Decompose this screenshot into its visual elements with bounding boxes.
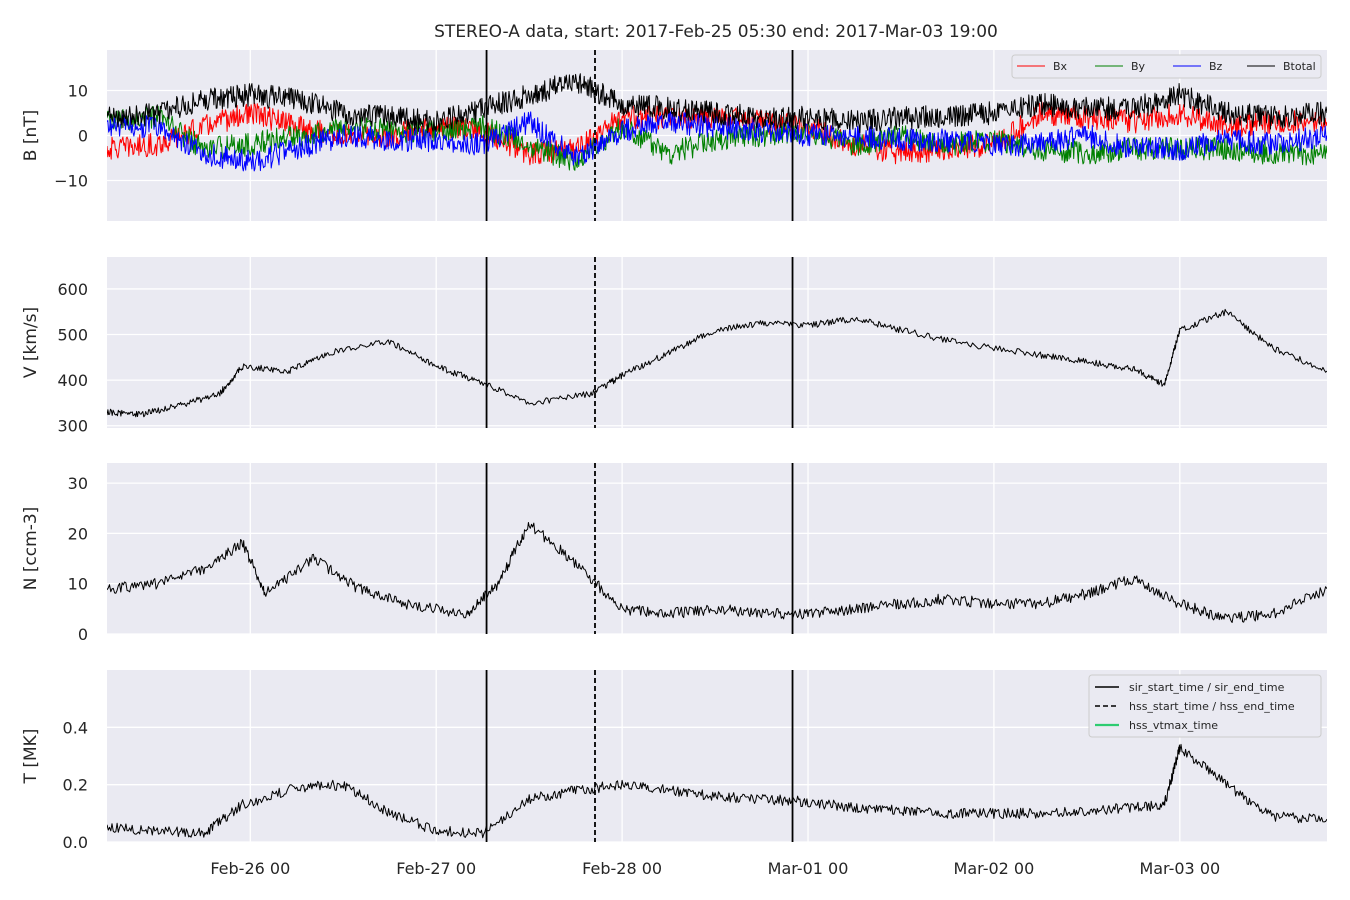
y-tick-label: −10 xyxy=(54,172,88,191)
x-tick-label: Mar-01 00 xyxy=(768,859,849,878)
y-tick-label: 400 xyxy=(57,371,88,390)
legend-t-label: hss_vtmax_time xyxy=(1129,719,1218,732)
figure-title: STEREO-A data, start: 2017-Feb-25 05:30 … xyxy=(434,22,998,42)
x-tick-label: Feb-27 00 xyxy=(396,859,476,878)
y-tick-label: 500 xyxy=(57,326,88,345)
panel-B-data xyxy=(107,73,1327,172)
legend-b-label: By xyxy=(1131,60,1146,73)
y-tick-label: 0 xyxy=(78,625,88,644)
x-tick-label: Mar-03 00 xyxy=(1139,859,1220,878)
y-tick-label: 600 xyxy=(57,280,88,299)
y-tick-label: 300 xyxy=(57,417,88,436)
panel-V: 300 400 500 600 V [km/s] xyxy=(21,257,1327,436)
legend-b-label: Bx xyxy=(1053,60,1068,73)
y-axis-label: T [MK] xyxy=(21,729,41,785)
series-line-btotal xyxy=(107,73,1327,134)
x-tick-label: Feb-26 00 xyxy=(210,859,290,878)
series-line-n xyxy=(107,522,1327,623)
legend-b-label: Bz xyxy=(1209,60,1223,73)
panel-V-background xyxy=(107,257,1327,428)
panel-N-data xyxy=(107,522,1327,623)
y-axis-label: B [nT] xyxy=(21,110,41,162)
series-line-by xyxy=(107,105,1327,171)
legend-t: sir_start_time / sir_end_time hss_start_t… xyxy=(1088,674,1322,738)
y-tick-label: 0 xyxy=(78,127,88,146)
panel-V-data xyxy=(107,308,1327,418)
legend-b: Bx By Bz Btotal xyxy=(1011,54,1322,79)
panel-B: −10 0 10 B [nT] Bx By Bz Btotal xyxy=(21,50,1327,221)
panel-T-data xyxy=(107,743,1327,839)
y-tick-label: 0.4 xyxy=(63,718,88,737)
legend-t-frame xyxy=(1088,674,1322,738)
legend-t-label: hss_start_time / hss_end_time xyxy=(1129,700,1295,713)
y-axis-label: N [ccm-3] xyxy=(21,507,41,591)
series-line-t xyxy=(107,743,1327,839)
x-tick-label: Mar-02 00 xyxy=(954,859,1035,878)
y-tick-label: 10 xyxy=(68,82,88,101)
y-tick-label: 0.0 xyxy=(63,833,88,852)
series-line-v xyxy=(107,308,1327,418)
panel-N-background xyxy=(107,463,1327,634)
y-tick-label: 0.2 xyxy=(63,776,88,795)
y-tick-label: 30 xyxy=(68,474,88,493)
legend-b-frame xyxy=(1011,54,1322,79)
y-axis-label: V [km/s] xyxy=(21,307,41,378)
legend-b-label: Btotal xyxy=(1283,60,1316,73)
x-tick-label: Feb-28 00 xyxy=(582,859,662,878)
panel-N: 0 10 20 30 N [ccm-3] xyxy=(21,463,1327,644)
legend-t-label: sir_start_time / sir_end_time xyxy=(1129,681,1285,694)
panel-T: Feb-26 00 Feb-27 00 Feb-28 00 Mar-01 00 Mar-… xyxy=(21,670,1327,878)
y-tick-label: 20 xyxy=(68,524,88,543)
y-tick-label: 10 xyxy=(68,575,88,594)
